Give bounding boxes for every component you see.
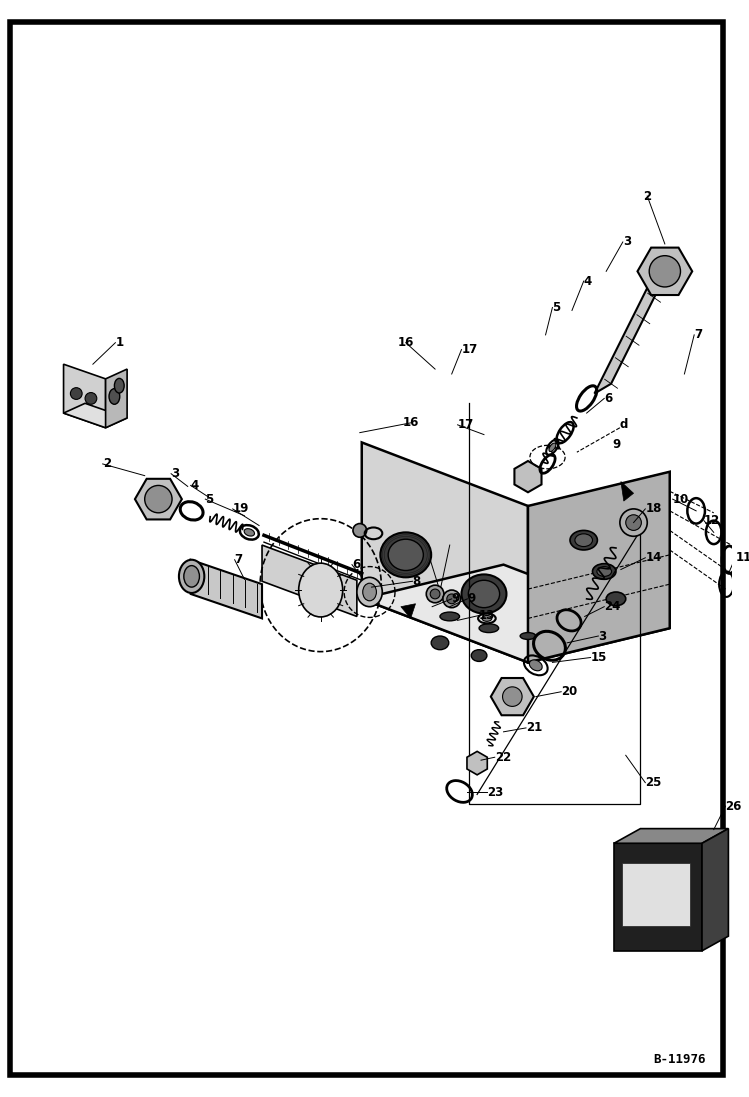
Ellipse shape [592,564,616,579]
Text: 17: 17 [461,343,478,357]
Ellipse shape [471,649,487,661]
Circle shape [443,590,461,608]
Text: 5: 5 [205,493,213,506]
Ellipse shape [179,559,204,593]
Circle shape [145,486,172,512]
Ellipse shape [115,378,124,393]
Text: 3: 3 [623,236,631,249]
Text: 3: 3 [598,630,607,643]
Text: 23: 23 [487,785,503,799]
Text: 21: 21 [526,722,542,734]
Text: 13: 13 [479,609,495,622]
Polygon shape [262,545,357,617]
Circle shape [85,393,97,405]
Text: 7: 7 [234,553,243,566]
Polygon shape [637,248,692,295]
Polygon shape [702,828,728,951]
Polygon shape [467,751,488,774]
Ellipse shape [109,388,120,405]
Ellipse shape [530,660,542,670]
Polygon shape [362,565,670,663]
Ellipse shape [363,584,377,601]
Text: 18: 18 [646,502,661,516]
Ellipse shape [479,624,499,633]
Ellipse shape [431,636,449,649]
Polygon shape [64,364,106,428]
Ellipse shape [597,566,612,576]
Circle shape [426,585,444,602]
Circle shape [447,593,457,603]
Text: 20: 20 [561,686,577,698]
Ellipse shape [570,531,598,550]
Polygon shape [64,404,127,428]
Text: 24: 24 [604,600,621,613]
Circle shape [620,509,647,536]
Polygon shape [621,482,634,501]
Ellipse shape [468,580,500,608]
Polygon shape [491,678,534,715]
Circle shape [503,687,522,706]
Text: 4: 4 [583,274,592,287]
Ellipse shape [606,592,625,606]
Text: 16: 16 [402,417,419,429]
Ellipse shape [380,532,431,577]
Text: 2: 2 [103,457,111,471]
Text: 1: 1 [115,336,124,349]
Polygon shape [106,369,127,428]
Polygon shape [515,461,542,493]
Text: 17: 17 [458,418,474,431]
Text: 2: 2 [643,190,652,203]
Ellipse shape [461,575,506,613]
Polygon shape [528,472,670,663]
Text: 22: 22 [495,750,511,764]
Text: 25: 25 [646,777,661,789]
Ellipse shape [244,529,255,536]
Text: 15: 15 [590,651,607,664]
Ellipse shape [549,443,556,452]
Polygon shape [614,828,728,844]
Ellipse shape [184,566,199,587]
Text: 9: 9 [612,438,620,451]
Circle shape [70,387,82,399]
Text: 12: 12 [704,514,721,528]
Text: 5: 5 [553,301,561,314]
Polygon shape [595,276,665,394]
Circle shape [353,523,367,538]
Ellipse shape [520,633,536,640]
Polygon shape [135,478,182,520]
Circle shape [430,589,440,599]
Ellipse shape [299,563,343,617]
Text: 3: 3 [171,467,179,480]
Ellipse shape [575,534,592,546]
Circle shape [625,514,641,531]
Polygon shape [401,603,416,619]
Polygon shape [614,844,702,951]
Circle shape [649,256,681,287]
Text: 11: 11 [736,552,749,564]
Text: 14: 14 [646,552,661,564]
Text: 4: 4 [191,479,199,491]
Text: 6: 6 [352,558,360,572]
Text: B-11976: B-11976 [653,1053,706,1066]
Text: 9: 9 [452,592,460,606]
Text: 6: 6 [604,392,613,405]
Text: 8: 8 [413,575,421,588]
Text: d: d [620,418,628,431]
Polygon shape [362,442,528,663]
Ellipse shape [440,612,460,621]
Bar [622,863,691,926]
Text: 26: 26 [726,800,742,813]
Text: 19: 19 [233,502,249,516]
Ellipse shape [482,615,492,621]
Text: 10: 10 [673,493,689,506]
Polygon shape [191,559,262,619]
Text: 9: 9 [467,592,476,606]
Text: 16: 16 [398,336,414,349]
Text: 7: 7 [694,328,703,341]
Ellipse shape [388,540,423,570]
Ellipse shape [357,577,382,607]
